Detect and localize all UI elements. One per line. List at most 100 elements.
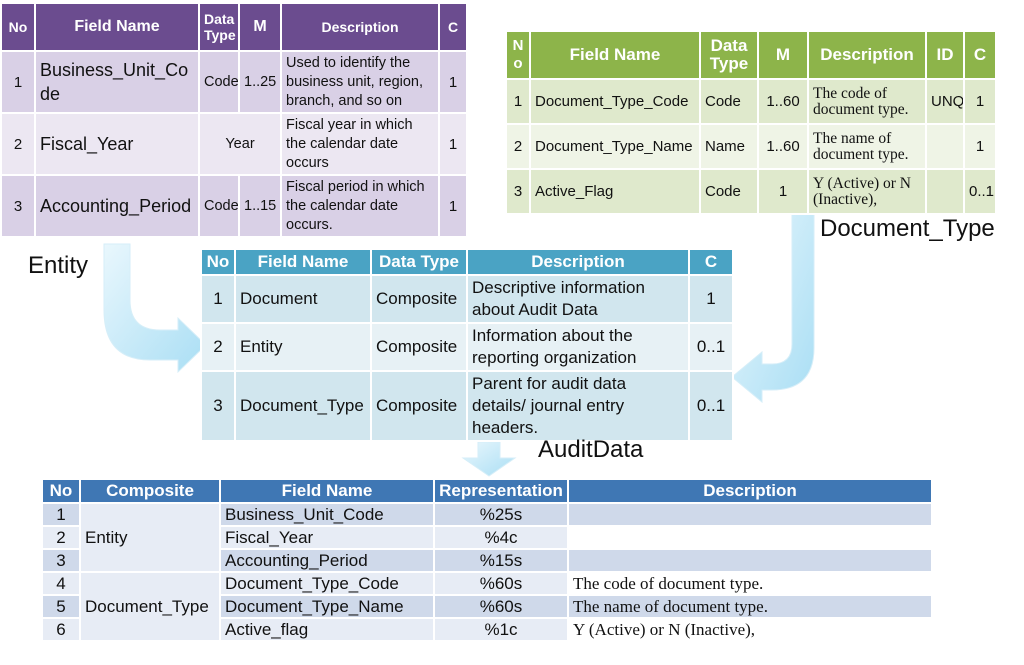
header-data-type: Data Type — [370, 248, 468, 276]
cell-c: 1 — [438, 174, 468, 238]
cell-m: 1..60 — [757, 123, 809, 170]
table-row: 3 Accounting_Period Code 1..15 Fiscal pe… — [0, 174, 468, 238]
cell-representation: %15s — [433, 548, 569, 573]
cell-field-name: Document_Type_Name — [529, 123, 701, 170]
table-row: 6 Active_flag %1c Y (Active) or N (Inact… — [41, 617, 933, 642]
cell-no: 5 — [41, 594, 81, 619]
cell-c: 0..1 — [688, 370, 734, 442]
cell-field-name: Active_flag — [219, 617, 435, 642]
cell-field-name: Fiscal_Year — [219, 525, 435, 550]
audit-data-caption: AuditData — [538, 436, 644, 463]
cell-data-type: Code — [699, 78, 759, 125]
cell-m: 1..15 — [238, 174, 282, 238]
cell-representation: %4c — [433, 525, 569, 550]
cell-no: 1 — [200, 274, 236, 324]
cell-data-type: Code — [699, 168, 759, 215]
cell-composite-document-type: Document_Type — [79, 571, 221, 642]
entity-to-audit-arrow — [103, 243, 207, 374]
doctype-to-audit-arrow — [731, 207, 815, 404]
cell-no: 3 — [41, 548, 81, 573]
entity-table: No Field Name Data Type M Description C … — [0, 2, 468, 238]
cell-id — [925, 123, 965, 170]
table-row: 1 Document_Type_Code Code 1..60 The code… — [505, 78, 997, 125]
cell-description: Used to identify the business unit, regi… — [280, 50, 440, 114]
audit-data-table: No Field Name Data Type Description C 1 … — [200, 248, 734, 442]
header-field-name: Field Name — [234, 248, 372, 276]
cell-representation: %60s — [433, 571, 569, 596]
cell-c: 1 — [963, 78, 997, 125]
cell-description — [567, 548, 933, 573]
header-description: Description — [280, 2, 440, 52]
table-row: 2 Entity Composite Information about the… — [200, 322, 734, 372]
cell-c: 1 — [438, 50, 468, 114]
cell-c: 1 — [963, 123, 997, 170]
cell-m: 1..25 — [238, 50, 282, 114]
cell-data-type: Code — [198, 50, 240, 114]
cell-id: UNQ — [925, 78, 965, 125]
header-field-name: Field Name — [219, 478, 435, 504]
cell-description: Y (Active) or N (Inactive), — [567, 617, 933, 642]
header-no: No — [505, 30, 531, 80]
cell-description — [567, 502, 933, 527]
cell-data-type: Composite — [370, 274, 468, 324]
table-header-row: No Field Name Data Type M Description ID… — [505, 30, 997, 80]
cell-description: Y (Active) or N (Inactive), — [807, 168, 927, 215]
cell-field-name: Active_Flag — [529, 168, 701, 215]
cell-field-name: Document_Type_Code — [219, 571, 435, 596]
table-header-row: No Field Name Data Type M Description C — [0, 2, 468, 52]
header-no: No — [0, 2, 36, 52]
cell-field-name: Business_Unit_Code — [219, 502, 435, 527]
header-no: No — [200, 248, 236, 276]
cell-description: Information about the reporting organiza… — [466, 322, 690, 372]
table-row: 1 Entity Business_Unit_Code %25s — [41, 502, 933, 573]
cell-c: 0..1 — [688, 322, 734, 372]
header-c: C — [438, 2, 468, 52]
header-m: M — [238, 2, 282, 52]
table-row: 3 Active_Flag Code 1 Y (Active) or N (In… — [505, 168, 997, 215]
cell-no: 2 — [200, 322, 236, 372]
table-row: 1 Document Composite Descriptive informa… — [200, 274, 734, 324]
cell-no: 2 — [0, 112, 36, 176]
cell-description: Parent for audit data details/ journal e… — [466, 370, 690, 442]
cell-representation: %60s — [433, 594, 569, 619]
cell-field-name: Document_Type_Name — [219, 594, 435, 619]
representation-table: No Composite Field Name Representation D… — [41, 478, 933, 642]
header-c: C — [963, 30, 997, 80]
cell-field-name: Fiscal_Year — [34, 112, 200, 176]
header-m: M — [757, 30, 809, 80]
cell-data-type: Composite — [370, 370, 468, 442]
cell-no: 3 — [200, 370, 236, 442]
table-header-row: No Field Name Data Type Description C — [200, 248, 734, 276]
cell-no: 4 — [41, 571, 81, 596]
cell-no: 2 — [41, 525, 81, 550]
table-row: 2 Fiscal_Year Year Fiscal year in which … — [0, 112, 468, 176]
table-row: 1 Business_Unit_Code Code 1..25 Used to … — [0, 50, 468, 114]
cell-composite-entity: Entity — [79, 502, 221, 573]
cell-description: Fiscal year in which the calendar date o… — [280, 112, 440, 176]
cell-description: The code of document type. — [567, 571, 933, 596]
cell-field-name: Accounting_Period — [34, 174, 200, 238]
cell-no: 3 — [0, 174, 36, 238]
cell-c: 1 — [688, 274, 734, 324]
cell-no: 3 — [505, 168, 531, 215]
cell-no: 1 — [0, 50, 36, 114]
header-no: No — [41, 478, 81, 504]
table-row: 5 Document_Type_Name %60s The name of do… — [41, 594, 933, 619]
cell-field-name: Entity — [234, 322, 372, 372]
header-field-name: Field Name — [34, 2, 200, 52]
cell-field-name: Document — [234, 274, 372, 324]
header-id: ID — [925, 30, 965, 80]
cell-description: The code of document type. — [807, 78, 927, 125]
header-data-type: Data Type — [699, 30, 759, 80]
cell-no: 1 — [505, 78, 531, 125]
cell-c: 1 — [438, 112, 468, 176]
cell-no: 2 — [505, 123, 531, 170]
audit-to-bottom-arrow — [461, 441, 517, 477]
cell-description: Fiscal period in which the calendar date… — [280, 174, 440, 238]
header-data-type: Data Type — [198, 2, 240, 52]
cell-id — [925, 168, 965, 215]
header-description: Description — [567, 478, 933, 504]
cell-no: 6 — [41, 617, 81, 642]
table-row: 2 Document_Type_Name Name 1..60 The name… — [505, 123, 997, 170]
